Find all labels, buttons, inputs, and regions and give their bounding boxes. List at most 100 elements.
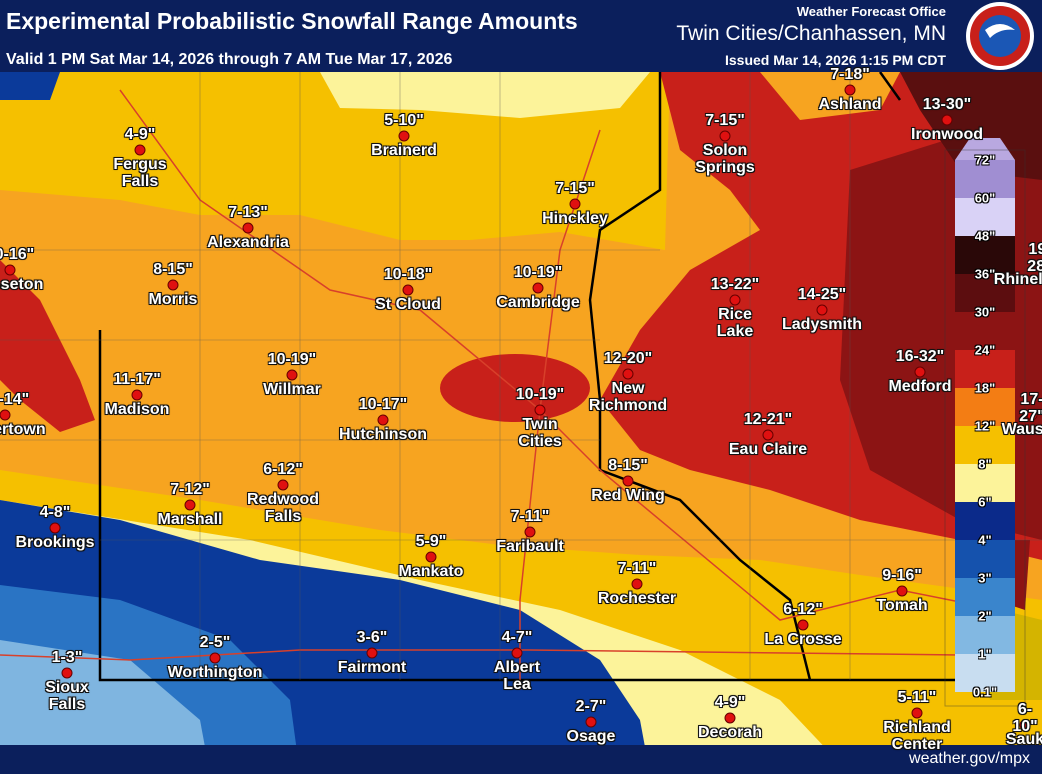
issued-time: Issued Mar 14, 2026 1:15 PM CDT (725, 52, 946, 68)
city-name: Solon Springs (695, 142, 755, 176)
city-name: Osage (566, 728, 616, 745)
city-name: St Cloud (375, 296, 441, 313)
legend-label: 0.1" (972, 684, 998, 700)
snow-range: 5-11" (897, 689, 937, 706)
header-bar (0, 0, 1042, 48)
snow-range: 8-15" (608, 457, 648, 474)
city-name: Ladysmith (781, 316, 863, 333)
legend-label: 48" (974, 228, 996, 244)
city-dot (134, 144, 146, 156)
city-dot (425, 551, 437, 563)
city-name: Worthington (167, 664, 263, 681)
city-name: Ironwood (911, 126, 983, 143)
snow-range: 7-18" (830, 66, 870, 83)
city-dot (366, 647, 378, 659)
city-name: Rochester (597, 590, 677, 607)
snow-range: 7-11" (617, 560, 657, 577)
snow-range: 10-18" (383, 266, 433, 283)
footer-url: weather.gov/mpx (909, 750, 1030, 767)
snow-range: 4-9" (714, 694, 746, 711)
snow-range: 19-28" (1027, 241, 1042, 275)
city-dot (402, 284, 414, 296)
city-name: Brainerd (371, 142, 437, 159)
snow-range: 4-7" (501, 629, 533, 646)
snow-range: 7-12" (170, 481, 210, 498)
city-name: Medford (888, 378, 952, 395)
legend-label: 18" (974, 380, 996, 396)
city-dot (0, 409, 11, 421)
city-name: New Richmond (588, 380, 668, 414)
legend-label: 72" (974, 152, 996, 168)
city-dot (631, 578, 643, 590)
city-name: Fergus Falls (113, 156, 167, 190)
city-name: Mankato (398, 563, 464, 580)
city-dot (941, 114, 953, 126)
city-dot (569, 198, 581, 210)
city-name: Willmar (263, 381, 321, 398)
legend-label: 4" (978, 532, 992, 548)
city-name: La Crosse (764, 631, 842, 648)
city-dot (131, 389, 143, 401)
header-bar-2 (0, 48, 1042, 72)
city-dot (1034, 259, 1042, 271)
city-dot (622, 368, 634, 380)
legend-label: 8" (978, 456, 992, 472)
snow-range: 7-13" (228, 204, 268, 221)
state-borders (98, 71, 960, 682)
legend-label: 60" (974, 190, 996, 206)
snow-range: 12-21" (743, 411, 793, 428)
city-name: Red Wing (591, 487, 665, 504)
city-name: Sisseton (0, 276, 44, 293)
city-dot (209, 652, 221, 664)
city-name: Watertown (0, 421, 46, 438)
city-name: Tomah (876, 597, 928, 614)
city-dot (524, 526, 536, 538)
snow-range: 16-32" (895, 348, 945, 365)
legend-label: 30" (974, 304, 996, 320)
city-dot (797, 619, 809, 631)
snow-range: 3-6" (356, 629, 388, 646)
nws-logo (966, 2, 1034, 70)
city-name: Redwood Falls (247, 491, 319, 525)
snow-range: 1-3" (51, 649, 83, 666)
legend-label: 12" (974, 418, 996, 434)
city-name: Hutchinson (339, 426, 427, 443)
title: Experimental Probabilistic Snowfall Rang… (6, 8, 578, 34)
legend-label: 24" (974, 342, 996, 358)
city-dot (816, 304, 828, 316)
city-dot (277, 479, 289, 491)
city-dot (534, 404, 546, 416)
city-name: Eau Claire (728, 441, 808, 458)
city-dot (1026, 409, 1038, 421)
footer-bar (0, 745, 1042, 774)
snow-range: 5-9" (415, 533, 447, 550)
city-name: Decorah (697, 724, 763, 741)
city-name: Hinckley (542, 210, 608, 227)
city-dot (377, 414, 389, 426)
snow-range: 7-15" (705, 112, 745, 129)
city-dot (622, 475, 634, 487)
city-dot (911, 707, 923, 719)
city-dot (511, 647, 523, 659)
snow-range: 10-17" (358, 396, 408, 413)
city-dot (49, 522, 61, 534)
office: Weather Forecast Office (796, 4, 946, 19)
snow-range: 13-30" (922, 96, 972, 113)
city-name: Rhinelander (993, 271, 1042, 288)
city-dot (1019, 719, 1031, 731)
snow-range: 8-15" (153, 261, 193, 278)
city-name: Rice Lake (716, 306, 754, 340)
city-name: Morris (148, 291, 198, 308)
legend-label: 1" (978, 646, 992, 662)
city-name: Brookings (15, 534, 95, 551)
snow-range: 4-9" (124, 126, 156, 143)
city-dot (719, 130, 731, 142)
snow-range: 13-22" (710, 276, 760, 293)
snow-range: 2-7" (575, 698, 607, 715)
snow-range: 12-20" (603, 350, 653, 367)
city-name: Twin Cities (518, 416, 562, 450)
snow-range: 17-27" (1019, 391, 1042, 425)
county-lines (0, 72, 1042, 680)
